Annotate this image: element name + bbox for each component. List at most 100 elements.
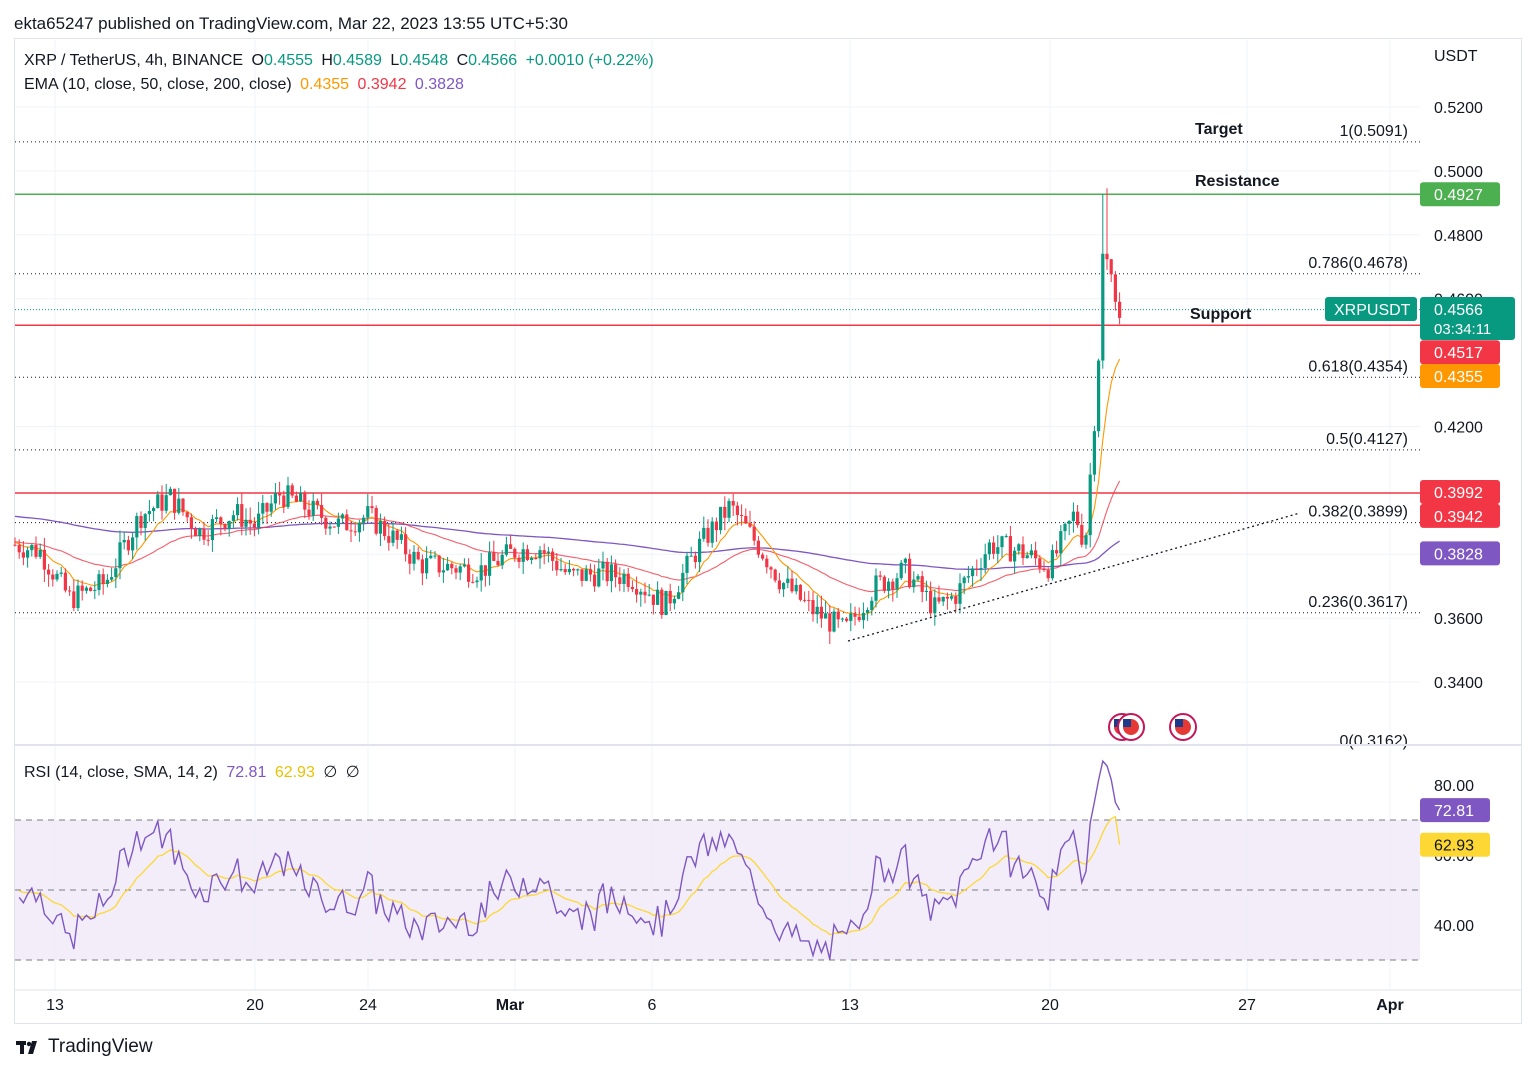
candle-body-109	[471, 581, 475, 583]
candle-body-174	[744, 516, 748, 524]
candle-body-252	[1071, 511, 1075, 521]
candle-body-13	[68, 590, 72, 592]
candle-body-192	[819, 606, 823, 619]
ema50-line	[14, 480, 1121, 593]
candle-body-226	[962, 577, 966, 584]
candle-body-131	[563, 569, 567, 573]
candle-body-178	[761, 554, 765, 559]
candle-body-30	[139, 516, 143, 528]
candle-body-49	[219, 517, 223, 525]
candle-body-208	[887, 581, 891, 591]
candle-body-189	[807, 599, 811, 601]
candle-body-9	[51, 574, 55, 580]
candle-body-220	[937, 597, 941, 602]
candle-body-241	[1025, 555, 1029, 559]
candle-body-66	[290, 485, 294, 496]
candle-body-104	[450, 563, 454, 569]
time-tick-label-8: Apr	[1376, 997, 1404, 1014]
candle-body-33	[152, 508, 156, 512]
candle-body-216	[920, 576, 924, 593]
candle-body-99	[429, 555, 433, 559]
candle-body-85	[370, 506, 374, 509]
candle-body-193	[824, 613, 828, 619]
candle-body-218	[929, 590, 933, 614]
candle-body-245	[1042, 568, 1046, 571]
candle-body-119	[513, 548, 517, 558]
ema50-badge-bg	[1420, 503, 1500, 528]
candle-body-4	[30, 544, 34, 551]
price-axis-unit: USDT	[1434, 48, 1478, 65]
candle-body-39	[177, 498, 181, 513]
candle-body-235	[1000, 536, 1004, 548]
candle-body-154	[660, 589, 664, 616]
rsi-legend: RSI (14, close, SMA, 14, 2) 72.81 62.93 …	[24, 762, 364, 782]
candle-body-157	[672, 598, 676, 604]
candle-body-191	[815, 606, 819, 615]
candle-body-177	[756, 540, 760, 555]
candle-body-24	[114, 568, 118, 578]
countdown-text: 03:34:11	[1434, 321, 1491, 338]
ema-lines	[14, 358, 1121, 616]
candle-body-205	[874, 575, 878, 601]
candle-body-117	[504, 544, 508, 555]
candle-body-65	[286, 485, 290, 508]
rsi-badge-bg	[1420, 798, 1490, 823]
candle-body-11	[59, 572, 63, 574]
event-flag-3-icon[interactable]	[1169, 713, 1197, 741]
fib-label-6: 0(0.3162)	[1340, 733, 1409, 750]
high-label: H	[321, 52, 333, 69]
rsi-extra-1: ∅	[323, 764, 338, 781]
candle-body-58	[257, 513, 261, 528]
candle-body-89	[387, 536, 391, 543]
candle-body-91	[395, 530, 399, 540]
event-flag-2-icon[interactable]	[1117, 713, 1145, 741]
candle-body-166	[710, 521, 714, 543]
candle-body-173	[740, 515, 744, 517]
candle-body-17	[84, 587, 88, 591]
candle-body-53	[236, 504, 240, 516]
candlesticks	[13, 188, 1122, 645]
candle-body-125	[538, 550, 542, 559]
ema200-badge-bg	[1420, 541, 1500, 566]
candle-body-110	[475, 580, 479, 583]
event-flag-2-canton	[1123, 719, 1131, 727]
candle-body-250	[1063, 523, 1067, 532]
candle-body-21	[101, 574, 105, 584]
candle-body-25	[118, 542, 122, 569]
low-label: L	[390, 52, 400, 69]
candle-body-123	[530, 558, 534, 561]
tradingview-logo[interactable]: TradingView	[16, 1036, 153, 1058]
candle-body-1	[17, 544, 21, 553]
candle-body-227	[966, 576, 970, 578]
fib-label-0: 1(0.5091)	[1340, 123, 1409, 140]
candle-body-155	[664, 590, 668, 616]
candle-body-60	[265, 503, 269, 512]
candle-body-137	[588, 569, 592, 575]
candle-body-251	[1067, 520, 1071, 524]
rsi-value: 72.81	[226, 764, 267, 781]
candle-body-243	[1034, 550, 1038, 559]
candle-body-167	[714, 521, 718, 531]
candle-body-223	[950, 596, 954, 599]
candle-body-139	[597, 568, 601, 587]
open-value: 0.4555	[263, 52, 313, 69]
candle-body-233	[992, 542, 996, 554]
close-value: 0.4566	[468, 52, 518, 69]
candle-body-101	[437, 555, 441, 573]
support-label: Support	[1190, 306, 1252, 323]
candle-body-142	[609, 564, 613, 582]
candle-body-253	[1076, 511, 1080, 525]
open-label: O	[251, 52, 264, 69]
candle-body-112	[483, 565, 487, 576]
high-value: 0.4589	[332, 52, 382, 69]
candle-body-247	[1050, 550, 1054, 579]
candle-body-153	[656, 589, 660, 605]
event-flags[interactable]	[1108, 713, 1197, 741]
price-tick-label-6: 0.3600	[1434, 611, 1483, 628]
candle-body-135	[580, 569, 584, 581]
candle-body-82	[357, 522, 361, 533]
candle-body-160	[685, 555, 689, 573]
candle-body-124	[534, 558, 538, 560]
candle-body-63	[278, 493, 282, 496]
